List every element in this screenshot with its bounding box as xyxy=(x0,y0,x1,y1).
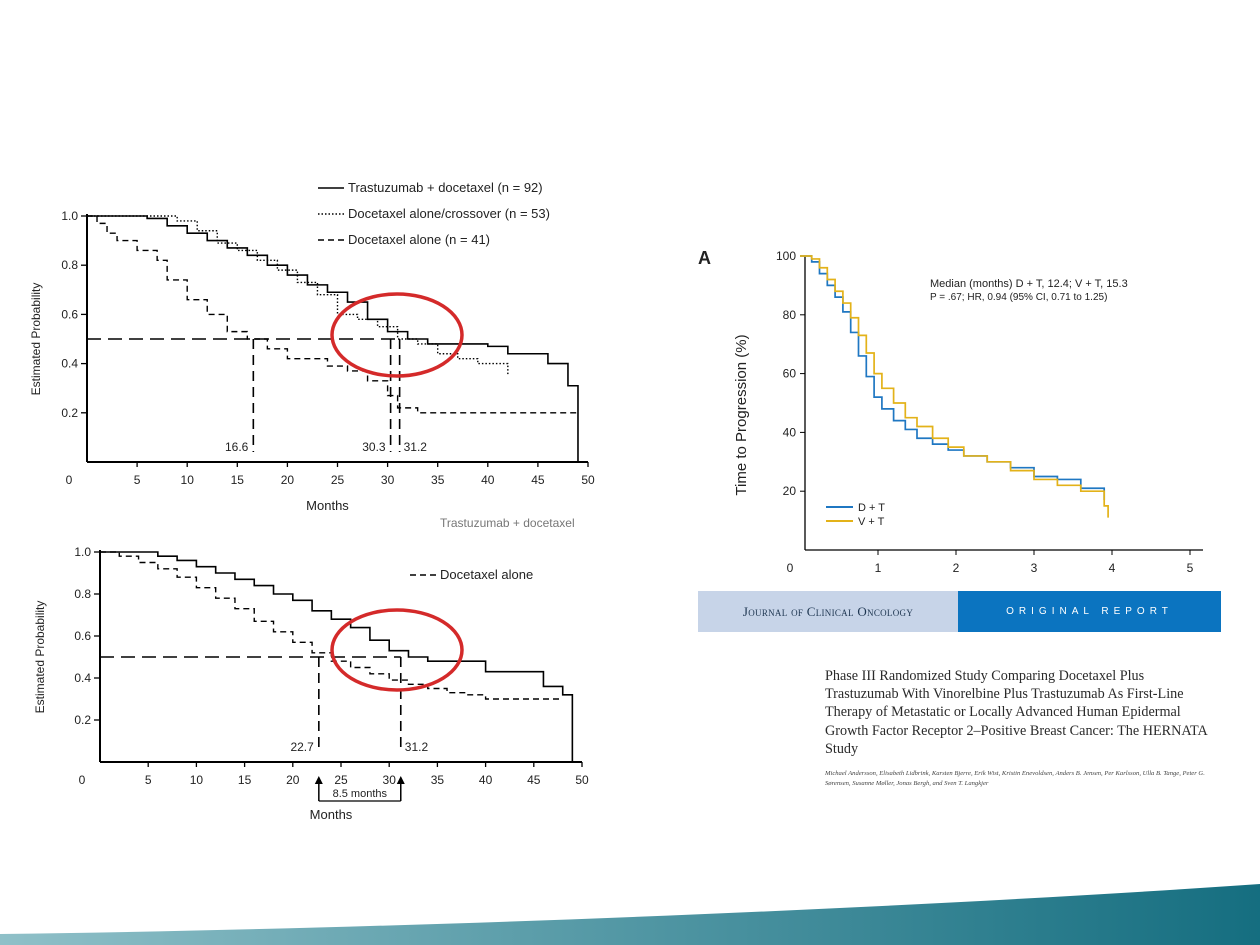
legend-label: Docetaxel alone/crossover (n = 53) xyxy=(348,206,550,221)
km-series-line xyxy=(100,551,563,700)
x-tick-label: 40 xyxy=(481,473,495,487)
median-label: 16.6 xyxy=(225,440,249,454)
x-tick-label: 50 xyxy=(575,773,589,787)
panel-label: A xyxy=(698,248,711,268)
x-tick-label: 30 xyxy=(383,773,397,787)
y-tick-label: 60 xyxy=(783,367,797,381)
y-tick-label: 1.0 xyxy=(74,545,91,559)
paper-title: Phase III Randomized Study Comparing Doc… xyxy=(825,668,1207,757)
km-chart-3: 20 40 60 80 100 0 1 2 3 4 5 A Time to Progression (%… xyxy=(698,248,1203,575)
legend-label: Trastuzumab + docetaxel xyxy=(440,516,575,530)
median-label: 31.2 xyxy=(405,740,429,754)
legend-label: V + T xyxy=(858,516,885,528)
legend-label: Trastuzumab + docetaxel (n = 92) xyxy=(348,180,543,195)
km-chart-2: 0.2 0.4 0.6 0.8 1.0 0 5 10 15 20 25 30 35 40 45 50 Estim… xyxy=(33,516,589,822)
annotation-label: 8.5 months xyxy=(333,788,388,800)
x-axis-title: Months xyxy=(306,498,349,513)
y-tick-label: 0.6 xyxy=(61,307,78,321)
median-label: 22.7 xyxy=(290,740,314,754)
x-tick-label: 15 xyxy=(231,473,245,487)
x-tick-label: 3 xyxy=(1031,561,1038,575)
arrow-head-right xyxy=(396,776,405,784)
x-tick-label: 35 xyxy=(431,773,445,787)
median-label: 30.3 xyxy=(362,440,386,454)
y-tick-label: 0.2 xyxy=(74,713,91,727)
median-label: 31.2 xyxy=(404,440,428,454)
y-axis-title: Estimated Probability xyxy=(29,283,43,396)
x-tick-label: 40 xyxy=(479,773,493,787)
y-axis-title: Estimated Probability xyxy=(33,601,47,714)
km-series-line xyxy=(87,215,578,414)
x-tick-label: 15 xyxy=(238,773,252,787)
legend-label: D + T xyxy=(858,502,885,514)
y-tick-label: 0.8 xyxy=(61,258,78,272)
paper-authors: Michael Andersson, Elisabeth Lidbrink, K… xyxy=(825,770,1205,787)
y-tick-label: 1.0 xyxy=(61,209,78,223)
x-tick-label: 0 xyxy=(787,561,794,575)
stats-annotation: P = .67; HR, 0.94 (95% CI, 0.71 to 1.25) xyxy=(930,292,1107,303)
y-tick-label: 0.8 xyxy=(74,587,91,601)
legend-label: Docetaxel alone (n = 41) xyxy=(348,232,490,247)
x-tick-label: 20 xyxy=(281,473,295,487)
x-tick-label: 5 xyxy=(134,473,141,487)
x-tick-label: 10 xyxy=(190,773,204,787)
x-tick-label: 25 xyxy=(331,473,345,487)
x-tick-label: 2 xyxy=(953,561,960,575)
x-tick-label: 20 xyxy=(286,773,300,787)
legend-label: Docetaxel alone xyxy=(440,567,533,582)
y-tick-label: 20 xyxy=(783,484,797,498)
bottom-band xyxy=(0,884,1260,945)
x-tick-label: 4 xyxy=(1109,561,1116,575)
journal-name: Journal of Clinical Oncology xyxy=(698,591,958,632)
km-chart-1: 0.2 0.4 0.6 0.8 1.0 0 5 10 15 20 25 30 35 40 45 50 Estim… xyxy=(29,180,595,513)
section-label: ORIGINAL REPORT xyxy=(958,591,1221,632)
x-tick-label: 35 xyxy=(431,473,445,487)
x-tick-label: 10 xyxy=(181,473,195,487)
y-tick-label: 40 xyxy=(783,425,797,439)
y-tick-label: 80 xyxy=(783,308,797,322)
km-series-line xyxy=(800,255,1109,518)
y-axis-title: Time to Progression (%) xyxy=(733,334,750,495)
x-tick-label: 5 xyxy=(145,773,152,787)
x-tick-label: 0 xyxy=(79,773,86,787)
y-tick-label: 100 xyxy=(776,249,796,263)
x-tick-label: 25 xyxy=(334,773,348,787)
km-series-line xyxy=(100,551,574,762)
highlight-circle xyxy=(330,608,464,692)
x-tick-label: 30 xyxy=(381,473,395,487)
x-tick-label: 50 xyxy=(581,473,595,487)
y-tick-label: 0.6 xyxy=(74,629,91,643)
y-tick-label: 0.4 xyxy=(74,671,91,685)
x-tick-label: 45 xyxy=(531,473,545,487)
km-series-line xyxy=(87,215,579,462)
highlight-circle xyxy=(330,292,464,378)
arrow-head-left xyxy=(314,776,323,784)
km-series-line xyxy=(87,215,509,376)
x-tick-label: 0 xyxy=(66,473,73,487)
median-annotation: Median (months) D + T, 12.4; V + T, 15.3 xyxy=(930,278,1128,290)
x-tick-label: 1 xyxy=(875,561,882,575)
x-tick-label: 5 xyxy=(1187,561,1194,575)
band-shape xyxy=(0,884,1260,945)
x-axis-title: Months xyxy=(310,807,353,822)
y-tick-label: 0.4 xyxy=(61,357,78,371)
x-tick-label: 45 xyxy=(527,773,541,787)
journal-banner: Journal of Clinical Oncology ORIGINAL RE… xyxy=(698,591,1221,632)
y-tick-label: 0.2 xyxy=(61,406,78,420)
